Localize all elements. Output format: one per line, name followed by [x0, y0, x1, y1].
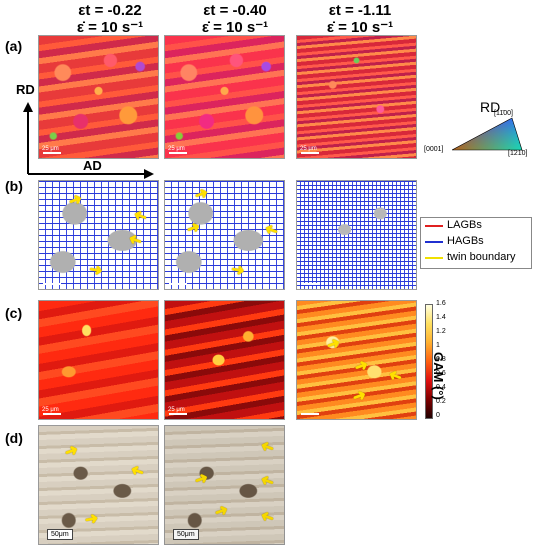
rate-label: ε̇ = 10 s⁻¹: [76, 19, 144, 37]
lagb-label: LAGBs: [447, 219, 482, 231]
scale-bar-label: 25 μm: [168, 407, 185, 413]
yellow-arrow-icon: ➜: [212, 501, 231, 522]
ipf-map-2: 25 μm: [164, 35, 285, 159]
gam-tick: 1.4: [436, 314, 446, 321]
gam-tick: 1.2: [436, 328, 446, 335]
ipf-corner-1210: [1̄21̄0]: [508, 150, 528, 157]
hagb-swatch: [425, 241, 443, 243]
gam-color-bar: [425, 304, 433, 419]
yellow-arrow-icon: ➜: [184, 218, 203, 239]
yellow-arrow-icon: ➜: [62, 441, 81, 462]
ipf-corner-0001: [0001]: [424, 146, 444, 153]
gam-tick: 1.6: [436, 300, 446, 307]
twin-swatch: [425, 257, 443, 259]
gam-map-3: ➜ ➜ ➜ ➜: [296, 300, 417, 420]
scale-bar: [43, 283, 61, 285]
boundary-map-3: [296, 180, 417, 290]
sem-scale-bar: 50μm: [47, 529, 73, 540]
scale-bar: [301, 283, 319, 285]
rate-label: ε̇ = 10 s⁻¹: [201, 19, 269, 37]
ad-axis-label: AD: [83, 158, 102, 173]
sem-image-1: ➜ ➜ ➜ 50μm: [38, 425, 159, 545]
yellow-arrow-icon: ➜: [258, 506, 277, 527]
scale-bar: [169, 283, 187, 285]
ipf-corner-1100: [11̄00]: [494, 110, 513, 117]
lagb-swatch: [425, 225, 443, 227]
strain-label: εt = -1.11: [328, 2, 392, 19]
scale-bar: [169, 413, 187, 415]
strain-label: εt = -0.22: [78, 2, 142, 19]
yellow-arrow-icon: ➜: [350, 386, 369, 407]
gam-tick: 1: [436, 342, 440, 349]
yellow-arrow-icon: ➜: [66, 190, 85, 211]
sem-image-2: ➜ ➜ ➜ ➜ ➜ 50μm: [164, 425, 285, 545]
gam-tick: 0.4: [436, 384, 446, 391]
strain-label: εt = -0.40: [203, 2, 267, 19]
gam-tick: 0: [436, 412, 440, 419]
yellow-arrow-icon: ➜: [258, 436, 277, 457]
ipf-map-3: 25 μm: [296, 35, 417, 159]
yellow-arrow-icon: ➜: [386, 365, 405, 386]
yellow-arrow-icon: ➜: [192, 469, 211, 490]
row-label-a: (a): [5, 38, 23, 54]
boundary-map-2: ➜ ➜ ➜ ➜: [164, 180, 285, 290]
column-header-3: εt = -1.11 ε̇ = 10 s⁻¹: [295, 2, 425, 37]
yellow-arrow-icon: ➜: [131, 205, 150, 226]
ipf-map-1: 25 μm: [38, 35, 159, 159]
rate-label: ε̇ = 10 s⁻¹: [326, 19, 394, 37]
scale-bar-label: 25 μm: [300, 146, 317, 152]
column-header-1: εt = -0.22 ε̇ = 10 s⁻¹: [45, 2, 175, 37]
scale-bar: [169, 152, 187, 154]
gam-label: GAM (°): [431, 352, 446, 400]
row-label-c: (c): [5, 305, 23, 321]
column-header-2: εt = -0.40 ε̇ = 10 s⁻¹: [170, 2, 300, 37]
ipf-key-title: RD: [480, 99, 501, 115]
row-label-d: (d): [5, 430, 23, 446]
gam-tick: 0.6: [436, 370, 446, 377]
row-label-b: (b): [5, 178, 23, 194]
axes-arrows: [23, 102, 154, 179]
yellow-arrow-icon: ➜: [229, 260, 246, 281]
gam-map-2: 25 μm: [164, 300, 285, 420]
ipf-color-triangle: [452, 117, 523, 151]
scale-bar: [43, 413, 61, 415]
gam-map-1: 25 μm: [38, 300, 159, 420]
gam-tick-labels: 1.6 1.4 1.2 1 0.8 0.6 0.4 0.2 0: [436, 300, 456, 422]
sem-scale-bar: 50μm: [173, 529, 199, 540]
twin-label: twin boundary: [447, 251, 516, 263]
scale-bar: [43, 152, 61, 154]
boundary-legend: LAGBs HAGBs twin boundary: [420, 217, 532, 269]
scale-bar-label: 25 μm: [42, 407, 59, 413]
yellow-arrow-icon: ➜: [126, 229, 145, 250]
yellow-arrow-icon: ➜: [87, 260, 104, 281]
yellow-arrow-icon: ➜: [258, 470, 277, 491]
yellow-arrow-icon: ➜: [83, 509, 100, 530]
yellow-arrow-icon: ➜: [324, 334, 343, 355]
boundary-map-1: ➜ ➜ ➜ ➜: [38, 180, 159, 290]
gam-tick: 0.2: [436, 398, 446, 405]
hagb-label: HAGBs: [447, 235, 484, 247]
yellow-arrow-icon: ➜: [262, 219, 281, 240]
yellow-arrow-icon: ➜: [352, 356, 371, 377]
scale-bar-label: 25 μm: [168, 146, 185, 152]
gam-tick: 0.8: [436, 356, 446, 363]
yellow-arrow-icon: ➜: [192, 184, 211, 205]
scale-bar-label: 25 μm: [42, 146, 59, 152]
rd-axis-label: RD: [16, 82, 35, 97]
scale-bar: [301, 413, 319, 415]
scale-bar: [301, 152, 319, 154]
yellow-arrow-icon: ➜: [128, 460, 147, 481]
